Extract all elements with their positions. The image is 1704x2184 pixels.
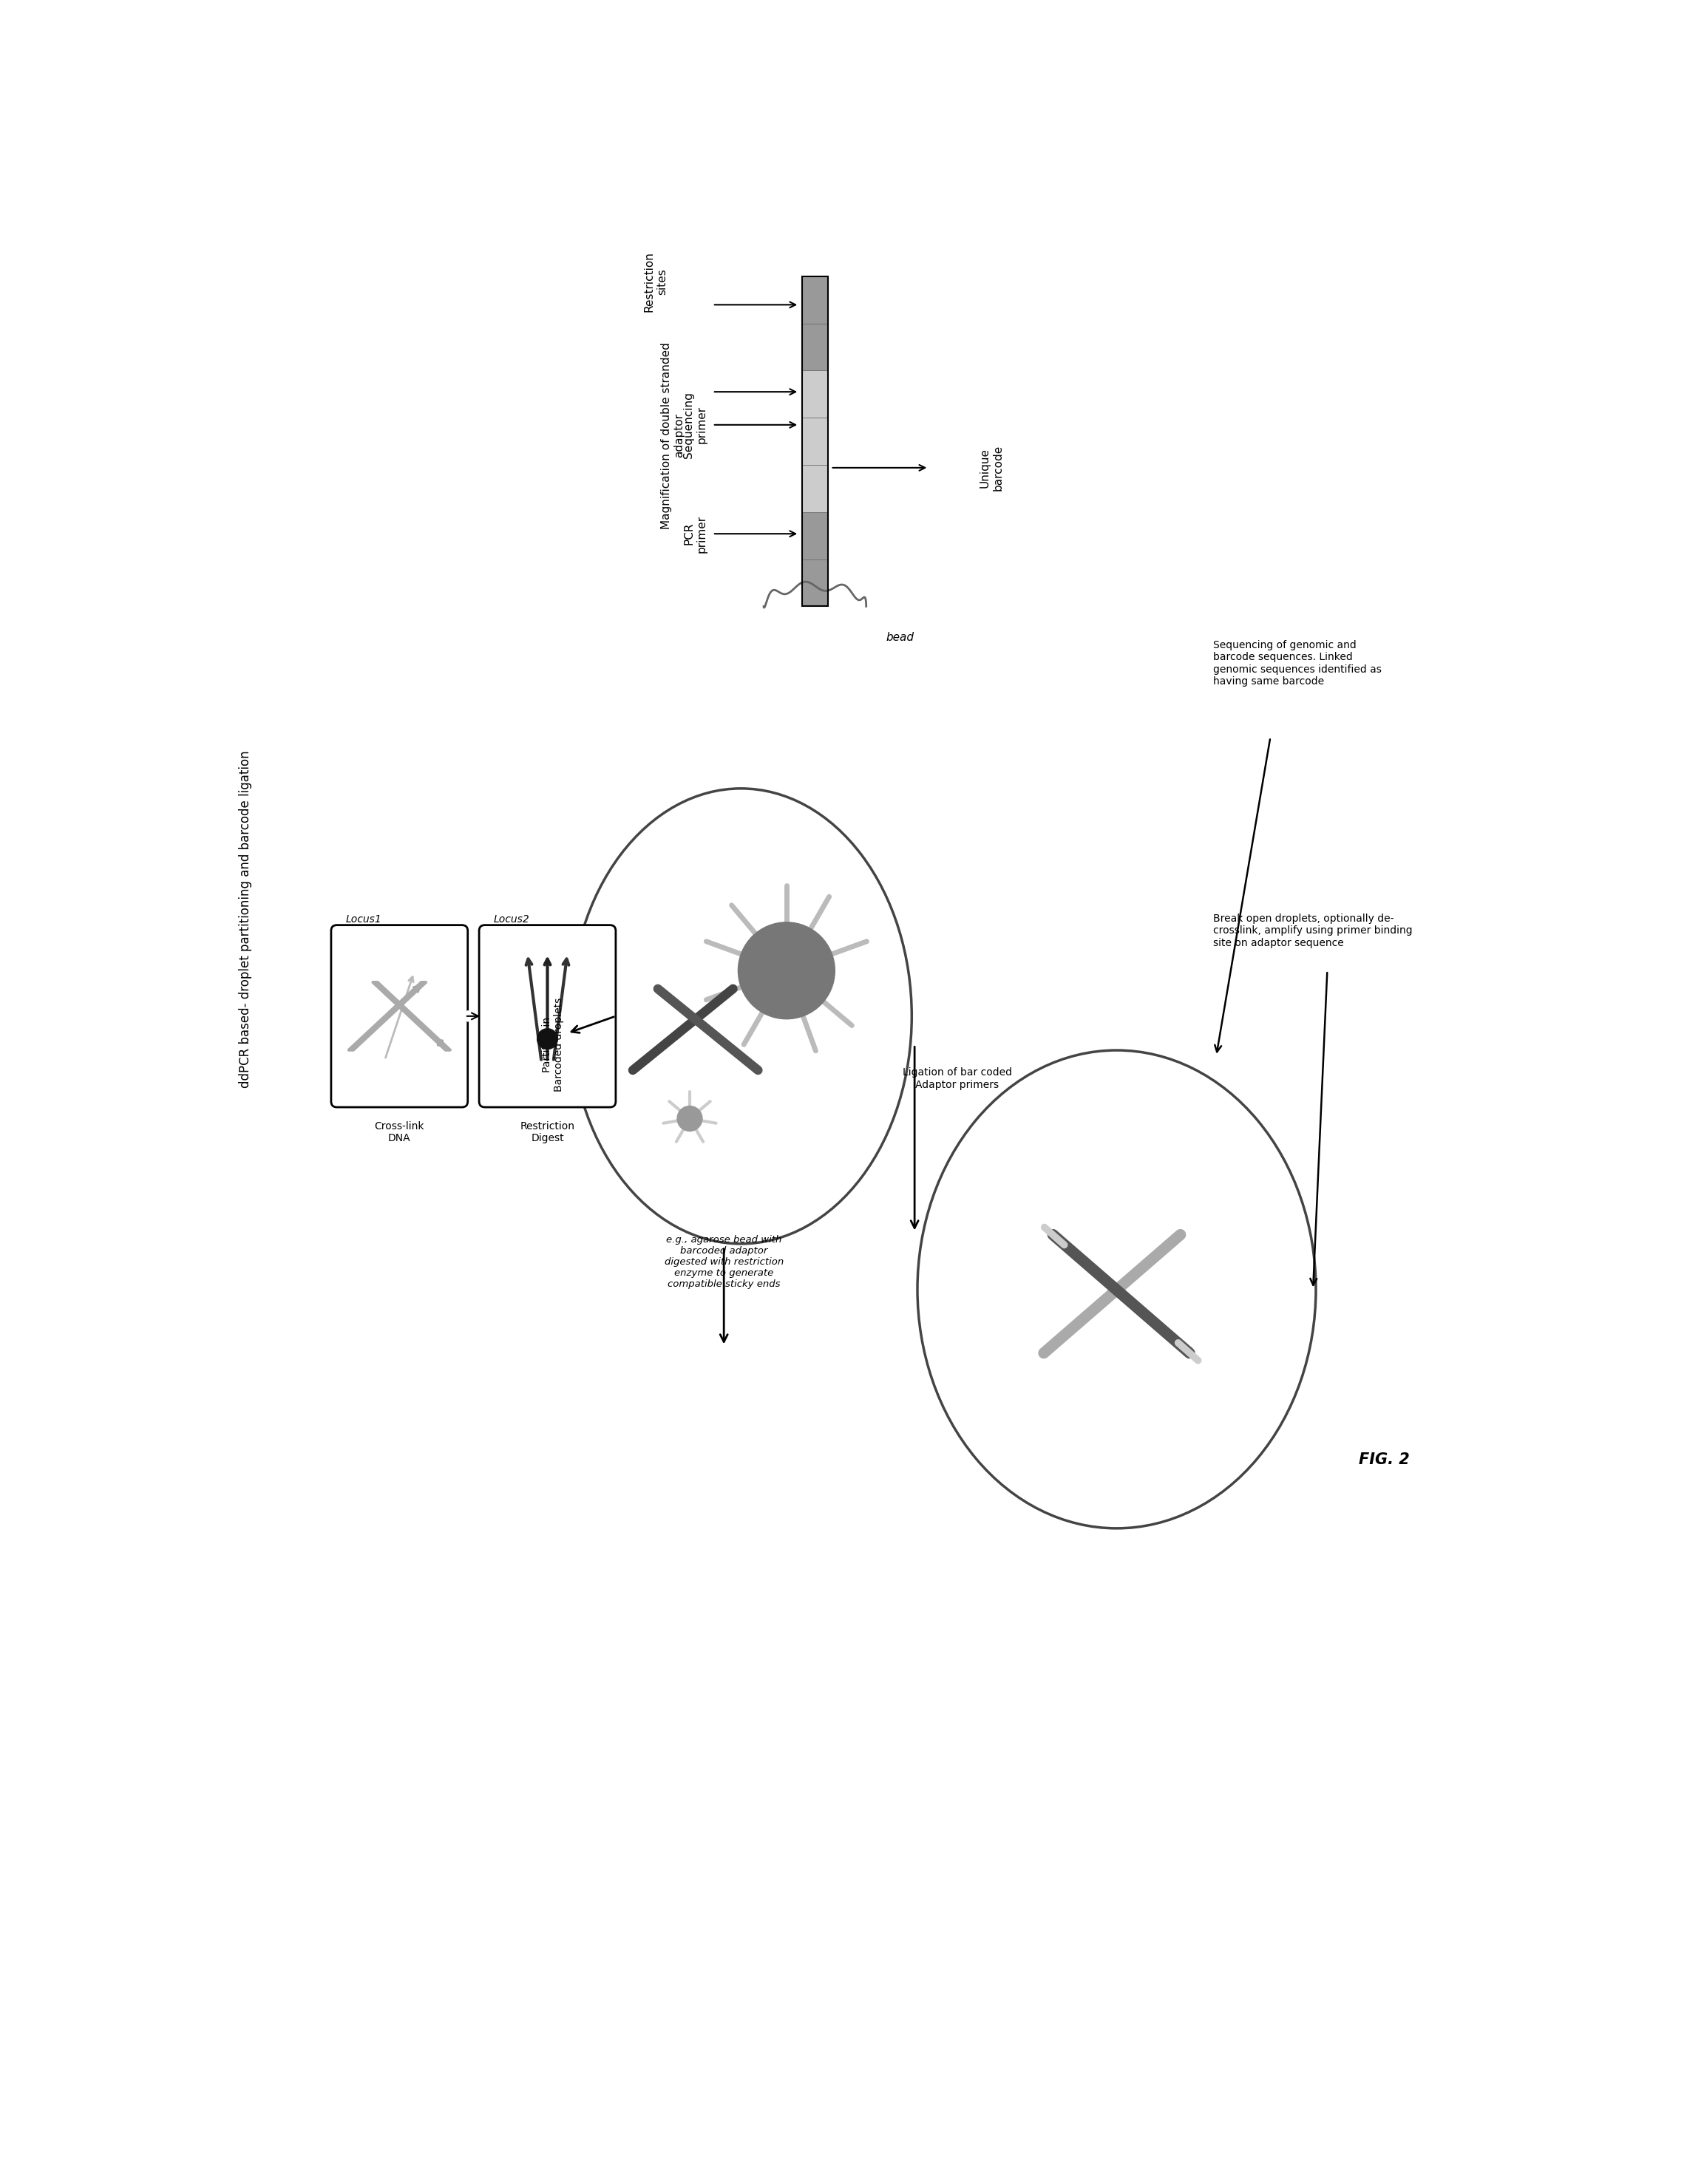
Bar: [803, 323, 828, 371]
Text: Sequencing of genomic and
barcode sequences. Linked
genomic sequences identified: Sequencing of genomic and barcode sequen…: [1213, 640, 1382, 686]
Bar: [803, 417, 828, 465]
Text: Sequencing
primer: Sequencing primer: [683, 391, 707, 459]
Text: ddPCR based- droplet partitioning and barcode ligation: ddPCR based- droplet partitioning and ba…: [239, 751, 252, 1088]
Text: Unique
barcode: Unique barcode: [980, 446, 1004, 491]
Bar: [803, 465, 828, 511]
Bar: [803, 277, 828, 323]
Circle shape: [738, 922, 835, 1020]
Text: Locus1: Locus1: [346, 915, 382, 924]
Ellipse shape: [571, 788, 912, 1243]
Text: Partition in
Barcoded droplets: Partition in Barcoded droplets: [542, 998, 564, 1092]
Text: Break open droplets, optionally de-
crosslink, amplify using primer binding
site: Break open droplets, optionally de- cros…: [1213, 913, 1413, 948]
Circle shape: [537, 1029, 557, 1048]
Bar: [803, 277, 828, 607]
Circle shape: [676, 1105, 702, 1131]
Text: bead: bead: [886, 631, 915, 644]
Bar: [803, 559, 828, 607]
Text: Locus2: Locus2: [494, 915, 530, 924]
Bar: [803, 511, 828, 559]
Text: Magnification of double stranded
adaptor: Magnification of double stranded adaptor: [661, 343, 685, 529]
Text: FIG. 2: FIG. 2: [1358, 1452, 1409, 1468]
Text: Restriction
Digest: Restriction Digest: [520, 1120, 574, 1144]
Text: e.g., agarose bead with
barcoded adaptor
digested with restriction
enzyme to gen: e.g., agarose bead with barcoded adaptor…: [665, 1236, 784, 1289]
FancyBboxPatch shape: [331, 926, 467, 1107]
Text: PCR
primer: PCR primer: [683, 515, 707, 553]
Bar: [803, 371, 828, 417]
Ellipse shape: [917, 1051, 1315, 1529]
Text: Ligation of bar coded
Adaptor primers: Ligation of bar coded Adaptor primers: [903, 1068, 1012, 1090]
Text: Restriction
sites: Restriction sites: [644, 251, 668, 312]
FancyBboxPatch shape: [479, 926, 615, 1107]
Text: Cross-link
DNA: Cross-link DNA: [375, 1120, 424, 1144]
